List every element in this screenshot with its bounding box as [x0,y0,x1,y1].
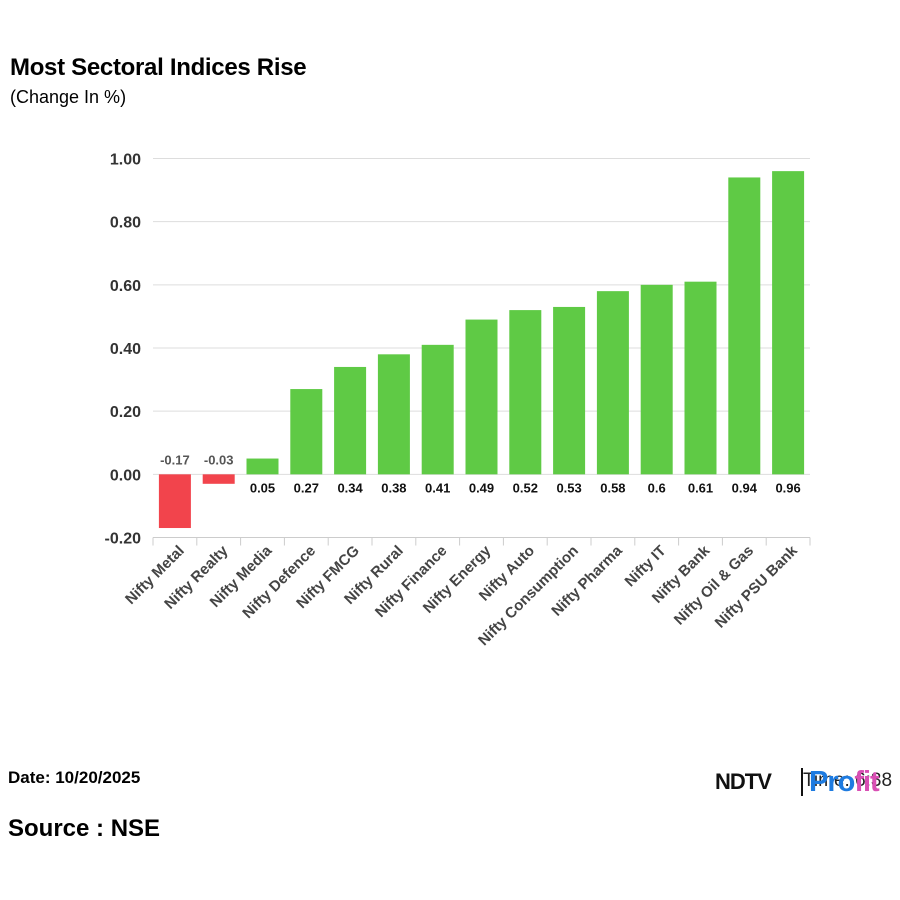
y-tick-label: 1.00 [110,152,141,169]
x-tick-label: Nifty Oil & Gas [671,542,757,628]
data-label: 0.94 [732,480,758,495]
data-label: 0.58 [600,480,625,495]
bar [421,344,454,475]
bar [246,458,279,475]
bar [640,284,673,475]
bar [377,354,410,475]
chart-date: Date: 10/20/2025 [8,768,141,787]
data-label: -0.03 [204,452,234,467]
data-label: 0.27 [294,480,319,495]
y-tick-label: 0.40 [110,341,141,358]
bar [158,474,191,529]
ndtv-profit-logo: NDTV Time: 6:38 Profit [715,766,900,800]
chart-title: Most Sectoral Indices Rise [10,54,307,81]
data-label: 0.52 [513,480,538,495]
bar [465,319,498,475]
y-tick-label: 0.20 [110,404,141,421]
y-tick-label: -0.20 [105,531,142,548]
bar [684,281,717,475]
data-label: 0.53 [556,480,581,495]
data-label: 0.6 [648,480,666,495]
bar [772,171,805,475]
bar-chart: 1.00 0.80 0.60 0.40 0.20 0.00 -0.20 -0.17 Nifty … [105,152,811,649]
bar [728,177,761,475]
logo-time-text: Time: 6:38 [803,770,893,791]
y-tick-label: 0.80 [110,215,141,232]
data-label: 0.41 [425,480,450,495]
data-label: -0.17 [160,452,190,467]
y-tick-label: 0.60 [110,278,141,295]
logo-divider [801,768,803,796]
bar [334,366,367,475]
bar [290,389,323,475]
chart-source: Source : NSE [8,815,161,842]
bar [553,306,586,475]
bar [596,291,629,475]
bar [509,310,542,475]
data-label: 0.49 [469,480,494,495]
data-label: 0.96 [775,480,800,495]
y-tick-label: 0.00 [110,467,141,484]
bar [202,474,235,484]
data-label: 0.61 [688,480,713,495]
chart-subtitle: (Change In %) [10,87,127,107]
x-tick-label: Nifty PSU Bank [712,542,802,632]
data-label: 0.38 [381,480,406,495]
logo-ndtv-text: NDTV [715,769,772,794]
data-label: 0.05 [250,480,275,495]
data-label: 0.34 [337,480,363,495]
logo-profit-text: Profit [809,766,880,798]
